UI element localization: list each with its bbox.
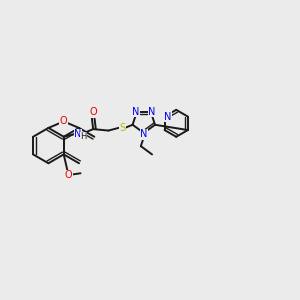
Text: N: N xyxy=(148,106,156,117)
Text: N: N xyxy=(164,112,171,122)
Text: O: O xyxy=(65,170,73,180)
Text: N: N xyxy=(140,129,148,139)
Text: O: O xyxy=(89,107,97,117)
Text: O: O xyxy=(60,116,68,126)
Text: N: N xyxy=(132,106,140,117)
Text: S: S xyxy=(119,123,126,133)
Text: H: H xyxy=(80,132,86,141)
Text: N: N xyxy=(74,129,82,140)
